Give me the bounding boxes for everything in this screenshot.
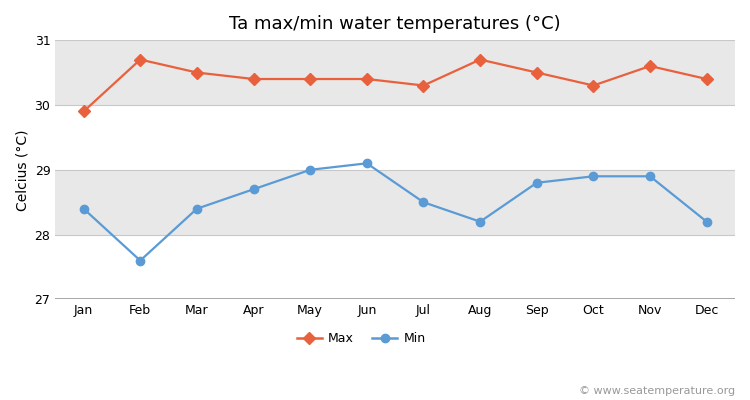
- Y-axis label: Celcius (°C): Celcius (°C): [15, 129, 29, 210]
- Legend: Max, Min: Max, Min: [292, 327, 430, 350]
- Bar: [56, 170, 735, 235]
- Bar: [56, 105, 735, 170]
- Title: Ta max/min water temperatures (°C): Ta max/min water temperatures (°C): [230, 15, 561, 33]
- Bar: [56, 235, 735, 300]
- Bar: [56, 40, 735, 105]
- Text: © www.seatemperature.org: © www.seatemperature.org: [579, 386, 735, 396]
